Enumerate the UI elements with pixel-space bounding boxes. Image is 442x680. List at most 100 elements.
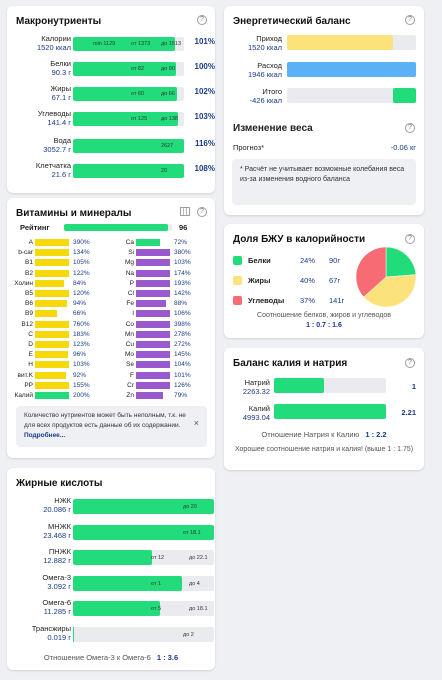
potassium-ratio: 2.21 xyxy=(401,408,416,417)
vitamin-item: b-car 134% xyxy=(13,248,103,257)
vitamin-name: вит.K xyxy=(17,371,33,379)
help-icon[interactable]: ? xyxy=(197,15,207,25)
macro-value: 21.6 г xyxy=(51,170,71,179)
vitamin-percent: 122% xyxy=(73,269,90,277)
vitamin-name: F xyxy=(130,371,134,379)
macro-name: Белки xyxy=(50,59,71,68)
macro-to-label: 20 xyxy=(161,168,168,174)
fatty-acid-bar: от 12 до 22.1 xyxy=(73,550,214,565)
fatty-acid-row: ПНЖК 12.882 г от 12 до 22.1 xyxy=(15,546,215,568)
bju-ratio-value: 1 : 0.7 : 1.6 xyxy=(306,322,342,329)
help-icon[interactable]: ? xyxy=(405,234,415,244)
macro-name: Углеводы xyxy=(37,109,71,118)
macro-to-label: 2627 xyxy=(161,143,174,149)
fatty-acid-fill xyxy=(73,626,75,642)
outcome-bar xyxy=(287,62,416,77)
macro-bar: 2627 xyxy=(73,139,184,153)
fatty-acid-limit-label: до 20 xyxy=(183,504,197,510)
fatty-acid-from-label: от 1 xyxy=(151,580,162,587)
vitamin-percent: 126% xyxy=(174,381,191,389)
fatty-acid-bar: от 18.1 xyxy=(73,524,214,540)
fatty-acid-to-label: до 4 xyxy=(189,580,200,587)
bju-percent: 37% xyxy=(300,296,316,305)
vitamin-percent: 174% xyxy=(174,269,191,277)
fatty-acid-name: Трансжиры xyxy=(31,623,71,633)
vitamin-item: Cu 272% xyxy=(114,340,204,349)
vitamin-percent: 155% xyxy=(73,381,90,389)
macronutrients-card: Макронутриенты ? Калории 1520 ккал min 112… xyxy=(7,6,215,193)
nutrient-note-link[interactable]: Подробнее... xyxy=(24,432,66,439)
vitamin-name: Fe xyxy=(126,300,134,308)
vitamin-name: Mo xyxy=(124,351,134,359)
income-value: 1520 ккал xyxy=(247,43,282,52)
bju-grams: 90г xyxy=(329,256,341,265)
vitamin-name: Zn xyxy=(126,392,134,399)
weight-note: * Расчёт не учитывает возможные колебани… xyxy=(232,159,416,205)
vitamin-percent: 123% xyxy=(73,341,90,348)
potassium-value: 4993.04 xyxy=(242,413,270,422)
nutrient-note-text: Количество нутриентов может быть неполны… xyxy=(24,412,186,429)
vitamin-item: Fe 88% xyxy=(114,299,204,308)
macro-value: 3052.7 г xyxy=(43,145,71,154)
help-icon[interactable]: ? xyxy=(405,358,415,368)
vitamin-bar xyxy=(35,320,69,328)
rating-fill xyxy=(64,224,168,231)
help-icon[interactable]: ? xyxy=(405,123,415,133)
vitamin-bar xyxy=(136,361,170,369)
vitamin-item: Ca 72% xyxy=(114,238,204,247)
vitamin-bar xyxy=(35,259,69,267)
vitamin-item: вит.K 92% xyxy=(13,371,103,380)
vitamin-item: E 96% xyxy=(13,350,103,359)
vitamin-bar xyxy=(35,392,69,399)
help-icon[interactable]: ? xyxy=(405,15,415,25)
vitamin-bar xyxy=(35,239,69,246)
macro-from-label: от 125 xyxy=(131,116,148,122)
vitamin-percent: 398% xyxy=(174,320,191,328)
vitamin-name: PP xyxy=(24,381,33,389)
omega-ratio-value: 1 : 3.6 xyxy=(156,653,179,662)
bju-ratio-label: Соотношение белков, жиров и углеводов xyxy=(257,312,391,319)
vitamin-name: b-car xyxy=(18,249,33,257)
bju-name: Жиры xyxy=(248,276,271,285)
weight-change-title: Изменение веса xyxy=(233,123,313,134)
potassium-fill xyxy=(274,404,386,419)
macro-bar: от 125 до 138 xyxy=(73,112,184,126)
kna-ratio-value: 1 : 2.2 xyxy=(365,430,387,439)
vitamin-name: Калий xyxy=(14,392,33,399)
macro-bar-fill xyxy=(73,164,184,178)
fatty-acid-fill xyxy=(73,550,152,565)
fatty-acid-row: НЖК 20.086 г до 20 xyxy=(15,495,215,517)
vitamin-item: PP 155% xyxy=(13,381,103,390)
bju-swatch xyxy=(233,276,242,285)
fatty-acid-value: 20.086 г xyxy=(43,505,71,514)
vitamin-percent: 145% xyxy=(174,351,191,359)
vitamin-bar xyxy=(136,300,166,308)
fatty-acid-to-label: до 22.1 xyxy=(189,555,208,561)
outcome-label: Расход xyxy=(257,61,282,70)
fatty-acid-name: ПНЖК xyxy=(48,547,71,556)
help-icon[interactable]: ? xyxy=(197,207,207,217)
kna-summary: Хорошее соотношение натрия и калия! (выш… xyxy=(234,446,414,453)
vitamin-bar xyxy=(136,351,170,359)
vitamin-bar xyxy=(35,269,69,277)
vitamin-percent: 390% xyxy=(73,239,90,246)
vitamin-bar xyxy=(35,341,69,348)
vitamins-title: Витамины и минералы xyxy=(16,208,132,219)
macro-name: Калории xyxy=(41,34,71,43)
vitamin-percent: 134% xyxy=(73,249,90,257)
table-view-icon[interactable] xyxy=(180,207,190,216)
fatty-acid-name: МНЖК xyxy=(48,521,71,531)
fatty-acid-row: Омега-3 3.092 г от 1 до 4 xyxy=(15,572,215,594)
vitamin-bar xyxy=(136,290,170,297)
bju-swatch xyxy=(233,256,242,265)
vitamin-percent: 142% xyxy=(174,290,191,297)
vitamin-item: Zn 79% xyxy=(114,391,204,400)
vitamin-item: Se 104% xyxy=(114,360,204,369)
vitamin-item: I 106% xyxy=(114,309,204,318)
vitamin-item: D 123% xyxy=(13,340,103,349)
vitamin-bar xyxy=(136,371,170,379)
macro-bar-fill xyxy=(73,62,177,76)
close-icon[interactable]: × xyxy=(193,418,199,428)
outcome-value: 1946 ккал xyxy=(247,70,282,79)
vitamins-card: Витамины и минералы ? Рейтинг 96 A 390% b-… xyxy=(7,198,215,458)
